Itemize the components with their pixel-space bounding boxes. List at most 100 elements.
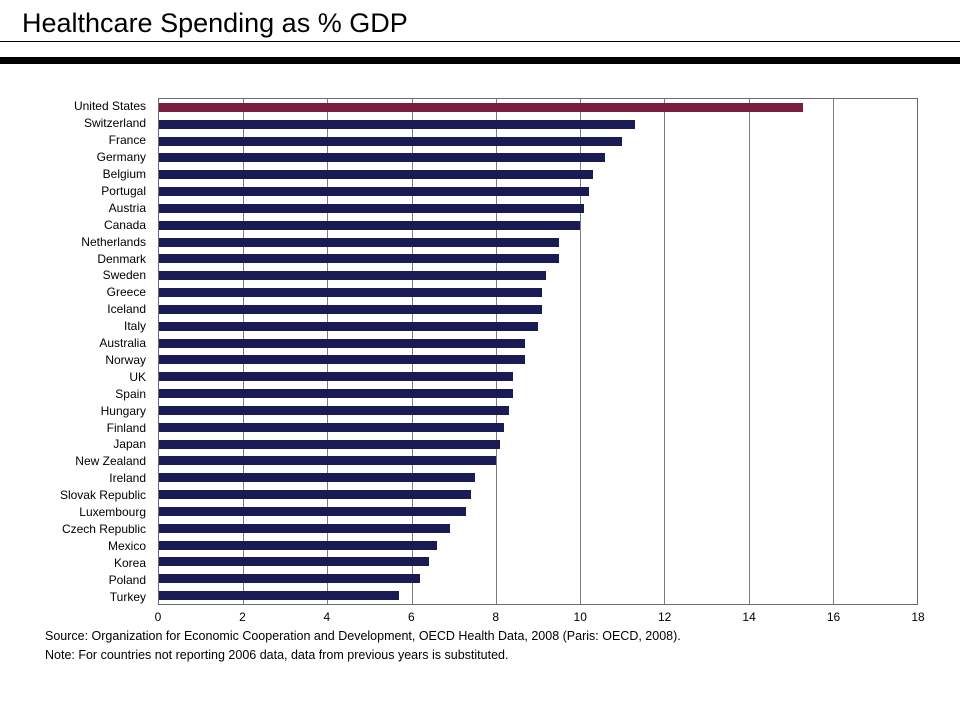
country-label-greece: Greece bbox=[106, 285, 146, 300]
bar-row-netherlands bbox=[159, 234, 917, 251]
bar-iceland bbox=[159, 304, 543, 314]
note-line: Note: For countries not reporting 2006 d… bbox=[45, 648, 509, 663]
bar-slovak-republic bbox=[159, 490, 471, 500]
country-label-poland: Poland bbox=[108, 572, 146, 587]
country-label-new-zealand: New Zealand bbox=[75, 454, 146, 469]
bar-row-sweden bbox=[159, 267, 917, 284]
country-label-france: France bbox=[108, 133, 146, 148]
bar-spain bbox=[159, 389, 513, 399]
gridline-12 bbox=[664, 99, 666, 604]
bar-row-belgium bbox=[159, 166, 917, 183]
bar-japan bbox=[159, 439, 501, 449]
bar-row-uk bbox=[159, 368, 917, 385]
bar-australia bbox=[159, 338, 526, 348]
bar-row-iceland bbox=[159, 301, 917, 318]
gridline-4 bbox=[327, 99, 329, 604]
country-label-italy: Italy bbox=[123, 319, 146, 334]
bar-greece bbox=[159, 288, 543, 298]
bar-row-ireland bbox=[159, 469, 917, 486]
x-axis-labels: 0 2 4 6 8 10 12 14 16 18 bbox=[154, 610, 925, 626]
country-label-luxembourg: Luxembourg bbox=[79, 505, 146, 520]
x-tick-label-18: 18 bbox=[911, 610, 925, 624]
country-label-czech-republic: Czech Republic bbox=[61, 521, 146, 536]
bar-norway bbox=[159, 355, 526, 365]
title-divider-thin bbox=[0, 41, 960, 42]
country-label-iceland: Iceland bbox=[107, 302, 146, 317]
bar-czech-republic bbox=[159, 523, 450, 533]
bar-canada bbox=[159, 220, 581, 230]
bar-row-czech-republic bbox=[159, 520, 917, 537]
bar-netherlands bbox=[159, 237, 560, 247]
bar-row-norway bbox=[159, 352, 917, 369]
country-label-portugal: Portugal bbox=[101, 183, 146, 198]
country-label-sweden: Sweden bbox=[102, 268, 146, 283]
bar-row-mexico bbox=[159, 537, 917, 554]
bar-row-australia bbox=[159, 335, 917, 352]
y-axis-labels: United States Switzerland France Germany Bel… bbox=[0, 98, 152, 605]
bar-austria bbox=[159, 203, 585, 213]
bar-row-denmark bbox=[159, 251, 917, 268]
bar-row-austria bbox=[159, 200, 917, 217]
x-tick-label-4: 4 bbox=[323, 610, 331, 624]
bar-new-zealand bbox=[159, 456, 496, 466]
bar-row-germany bbox=[159, 150, 917, 167]
country-label-turkey: Turkey bbox=[109, 589, 146, 604]
bar-row-korea bbox=[159, 554, 917, 571]
x-tick-label-10: 10 bbox=[573, 610, 587, 624]
x-tick-label-16: 16 bbox=[826, 610, 841, 624]
bar-row-switzerland bbox=[159, 116, 917, 133]
x-tick-label-6: 6 bbox=[407, 610, 415, 624]
gridline-16 bbox=[832, 99, 834, 604]
country-label-slovak-republic: Slovak Republic bbox=[59, 488, 146, 503]
country-label-hungary: Hungary bbox=[100, 403, 146, 418]
country-label-ireland: Ireland bbox=[109, 471, 146, 486]
bar-row-canada bbox=[159, 217, 917, 234]
bar-united-states bbox=[159, 102, 804, 112]
country-label-germany: Germany bbox=[96, 150, 146, 165]
x-tick-label-12: 12 bbox=[657, 610, 672, 624]
bar-row-spain bbox=[159, 385, 917, 402]
bar-row-poland bbox=[159, 570, 917, 587]
chart-plot-area bbox=[158, 98, 918, 605]
bar-italy bbox=[159, 321, 538, 331]
country-label-belgium: Belgium bbox=[102, 167, 146, 182]
country-label-norway: Norway bbox=[105, 352, 146, 367]
bar-row-france bbox=[159, 133, 917, 150]
gridline-8 bbox=[495, 99, 497, 604]
bar-switzerland bbox=[159, 119, 635, 129]
bar-mexico bbox=[159, 540, 437, 550]
country-label-mexico: Mexico bbox=[107, 538, 146, 553]
bar-row-finland bbox=[159, 419, 917, 436]
bar-luxembourg bbox=[159, 506, 467, 516]
bar-belgium bbox=[159, 170, 593, 180]
title-divider-thick bbox=[0, 57, 960, 64]
country-label-uk: UK bbox=[129, 369, 146, 384]
x-tick-label-14: 14 bbox=[742, 610, 756, 624]
country-label-netherlands: Netherlands bbox=[81, 234, 146, 249]
gridline-6 bbox=[411, 99, 413, 604]
x-tick-label-8: 8 bbox=[492, 610, 500, 624]
country-label-spain: Spain bbox=[115, 386, 146, 401]
country-label-canada: Canada bbox=[103, 217, 146, 232]
bar-row-hungary bbox=[159, 402, 917, 419]
x-tick-label-2: 2 bbox=[239, 610, 246, 624]
country-label-australia: Australia bbox=[99, 336, 146, 351]
bar-korea bbox=[159, 557, 429, 567]
bar-turkey bbox=[159, 591, 400, 601]
country-label-denmark: Denmark bbox=[97, 251, 146, 266]
bar-poland bbox=[159, 574, 421, 584]
bar-finland bbox=[159, 422, 505, 432]
country-label-united-states: United States bbox=[73, 99, 146, 114]
bar-row-greece bbox=[159, 284, 917, 301]
source-line: Source: Organization for Economic Cooper… bbox=[45, 629, 681, 643]
bar-uk bbox=[159, 372, 513, 382]
bar-germany bbox=[159, 153, 606, 163]
x-tick-label-0: 0 bbox=[154, 610, 162, 624]
bar-row-portugal bbox=[159, 183, 917, 200]
country-label-japan: Japan bbox=[113, 437, 146, 452]
country-label-finland: Finland bbox=[106, 420, 146, 435]
gridline-2 bbox=[243, 99, 245, 604]
country-label-korea: Korea bbox=[113, 555, 146, 570]
page-title: Healthcare Spending as % GDP bbox=[22, 8, 408, 38]
